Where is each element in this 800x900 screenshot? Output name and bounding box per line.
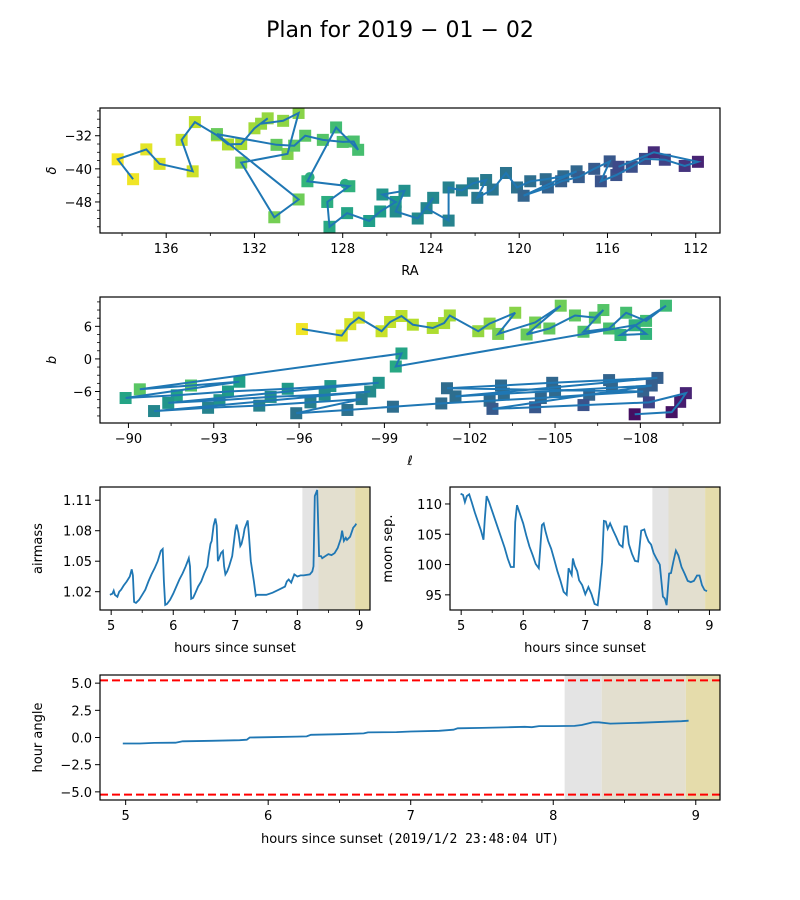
twilight-band [601,675,686,800]
figure-title: Plan for 2019 − 01 − 02 [266,18,534,43]
hourangle-line [122,719,689,745]
x-tick-label: 112 [683,242,708,257]
twilight-band [652,487,669,610]
x-tick-label: −93 [200,432,227,447]
y-tick-label: 1.02 [63,586,92,601]
x-tick-label: 5 [122,809,130,824]
twilight-band [685,675,720,800]
x-tick-label: 5 [457,619,465,634]
y-tick-label: 1.05 [63,555,92,570]
y-tick-label: 110 [417,498,442,513]
x-axis-label: ℓ [406,454,412,469]
x-tick-label: −99 [371,432,398,447]
x-axis-label-timestamp: (2019/1/2 23:48:04 UT) [387,832,559,847]
y-tick-label: 105 [417,528,442,543]
y-tick-label: −40 [65,163,92,178]
axes-frame [99,107,721,234]
y-axis-label: δ [45,166,60,174]
twilight-band [705,487,720,610]
x-tick-label: 7 [407,809,415,824]
y-tick-label: 1.08 [63,525,92,540]
x-tick-label: 8 [643,619,651,634]
y-tick-label: 95 [425,589,442,604]
x-tick-label: 128 [330,242,355,257]
axes-galactic: −90 −93 −96 −99 −102 −105 −108 6 0 −6 ℓ b [45,296,721,469]
pointing-marker [628,408,641,421]
axes-frame [99,296,721,424]
x-tick-label: 5 [107,619,115,634]
plot-area [119,299,692,421]
y-tick-label: 5.0 [71,677,92,692]
y-tick-label: 0 [84,353,92,368]
plot-area [109,487,370,610]
x-tick-label: 9 [705,619,713,634]
axes-radec: 136 132 128 124 120 116 112 −32 −40 −48 RA δ [45,107,721,279]
x-tick-label: 6 [519,619,527,634]
x-tick-label: −105 [537,432,573,447]
axes-moonsep: 5 6 7 8 9 95 100 105 110 hours since sunset moon s… [381,486,721,656]
x-axis-label-text: hours since sunset [261,832,387,847]
x-axis-label: hours since sunset [174,641,296,656]
y-axis-label: airmass [31,523,46,574]
x-tick-label: 136 [154,242,179,257]
x-tick-label: −90 [115,432,142,447]
y-tick-label: 0.0 [71,732,92,747]
axes-hourangle: 5 6 7 8 9 5.0 2.5 0.0 −2.5 −5.0 hours since sunset… [31,674,721,847]
y-tick-label: 2.5 [71,704,92,719]
y-tick-label: −5.0 [60,786,92,801]
x-tick-label: 116 [595,242,620,257]
x-axis-label: RA [401,264,419,279]
twilight-band [564,675,602,800]
x-axis-label: hours since sunset [524,641,646,656]
twilight-band [668,487,706,610]
twilight-band [302,487,319,610]
x-tick-label: 7 [581,619,589,634]
plot-area [100,675,720,800]
x-tick-label: −102 [452,432,488,447]
x-tick-label: 6 [264,809,272,824]
pointing-marker [162,396,175,409]
y-tick-label: −32 [65,130,92,145]
y-axis-label: hour angle [31,703,46,773]
x-tick-label: −108 [623,432,659,447]
plot-area [111,108,704,233]
x-tick-label: 9 [355,619,363,634]
moonsep-line [460,492,708,607]
x-tick-label: 8 [293,619,301,634]
x-tick-label: 124 [419,242,444,257]
x-tick-label: 120 [507,242,532,257]
x-tick-label: 7 [231,619,239,634]
x-tick-label: 8 [549,809,557,824]
x-axis-label: hours since sunset (2019/1/2 23:48:04 UT… [261,832,559,847]
x-tick-label: −96 [285,432,312,447]
airmass-line [109,489,358,607]
y-tick-label: −6 [73,386,92,401]
y-axis-label: b [45,356,60,364]
slew-path [125,304,689,416]
axes-airmass: 5 6 7 8 9 1.02 1.05 1.08 1.11 hours since sunset a… [31,486,371,656]
y-tick-label: −48 [65,196,92,211]
y-tick-label: −2.5 [60,759,92,774]
x-tick-label: 6 [169,619,177,634]
y-tick-label: 6 [84,320,92,335]
y-tick-label: 100 [417,559,442,574]
y-tick-label: 1.11 [63,494,92,509]
slew-path [116,111,702,229]
x-tick-label: 132 [242,242,267,257]
x-tick-label: 9 [692,809,700,824]
plot-area [460,487,720,610]
twilight-band [355,487,370,610]
y-axis-label: moon sep. [381,514,396,582]
